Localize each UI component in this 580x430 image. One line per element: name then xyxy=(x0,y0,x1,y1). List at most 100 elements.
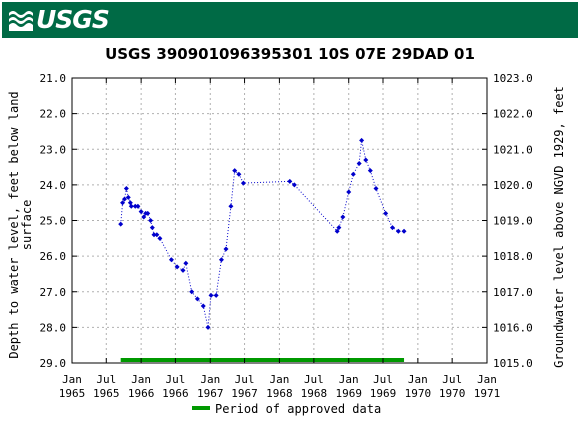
data-point xyxy=(336,225,342,231)
x-tick-label-year: 1968 xyxy=(301,387,328,400)
y-left-tick-label: 24.0 xyxy=(40,179,67,192)
data-point xyxy=(346,189,352,195)
data-point xyxy=(200,303,206,309)
x-tick-label-year: 1970 xyxy=(405,387,432,400)
y-right-tick-label: 1022.0 xyxy=(493,108,533,121)
legend: Period of approved data xyxy=(192,402,381,416)
y-left-tick-label: 26.0 xyxy=(40,250,67,263)
x-tick-label-year: 1969 xyxy=(335,387,362,400)
data-point xyxy=(135,203,141,209)
data-point xyxy=(120,200,126,206)
data-point xyxy=(151,232,157,238)
data-point xyxy=(223,246,229,252)
data-point xyxy=(118,221,124,227)
data-point xyxy=(356,161,362,166)
data-point xyxy=(389,225,395,231)
data-point xyxy=(180,267,186,273)
y-left-tick-label: 25.0 xyxy=(40,215,67,228)
data-point xyxy=(363,157,369,163)
y-left-tick-label: 22.0 xyxy=(40,108,67,121)
data-point xyxy=(123,185,129,191)
y-right-tick-label: 1016.0 xyxy=(493,321,533,334)
data-point xyxy=(128,203,134,209)
data-point xyxy=(213,292,219,298)
legend-swatch-approved xyxy=(192,406,210,410)
x-tick-label-month: Jul xyxy=(96,373,116,386)
data-point xyxy=(350,171,356,177)
x-tick-label-year: 1969 xyxy=(370,387,397,400)
y-left-tick-label: 28.0 xyxy=(40,321,67,334)
data-point xyxy=(205,324,211,330)
y-axis-left-title-line1: Depth to water level, feet below land xyxy=(7,91,21,358)
data-point xyxy=(189,289,195,295)
y-right-tick-label: 1023.0 xyxy=(493,72,533,85)
x-tick-label-month: Jan xyxy=(200,373,220,386)
data-point xyxy=(228,203,234,209)
data-point xyxy=(240,180,246,186)
axis-ticks: Jan1965Jul1965Jan1966Jul1966Jan1967Jul19… xyxy=(40,72,533,400)
data-point xyxy=(157,235,163,241)
data-point xyxy=(148,218,154,223)
data-point xyxy=(401,228,407,234)
chart-title: USGS 390901096395301 10S 07E 29DAD 01 xyxy=(105,45,475,63)
data-point xyxy=(141,214,147,220)
y-left-tick-label: 27.0 xyxy=(40,286,67,299)
data-point xyxy=(138,209,144,215)
data-point xyxy=(232,168,238,174)
y-right-tick-label: 1020.0 xyxy=(493,179,533,192)
x-tick-label-year: 1966 xyxy=(128,387,155,400)
x-tick-label-year: 1968 xyxy=(266,387,293,400)
x-tick-label-year: 1970 xyxy=(439,387,466,400)
data-point xyxy=(236,171,242,177)
x-tick-label-month: Jul xyxy=(304,373,324,386)
x-tick-label-month: Jul xyxy=(165,373,185,386)
y-right-tick-label: 1019.0 xyxy=(493,215,533,228)
x-tick-label-month: Jan xyxy=(131,373,151,386)
x-tick-label-year: 1966 xyxy=(162,387,189,400)
x-tick-label-month: Jul xyxy=(235,373,255,386)
x-tick-label-year: 1971 xyxy=(474,387,501,400)
plot-area-frame xyxy=(71,77,488,364)
x-tick-label-year: 1965 xyxy=(93,387,120,400)
data-point xyxy=(208,292,214,298)
grid-lines xyxy=(72,78,487,363)
data-point xyxy=(145,210,151,216)
y-left-tick-label: 21.0 xyxy=(40,72,67,85)
usgs-header-bar: USGS xyxy=(2,2,578,38)
data-point xyxy=(125,194,131,200)
data-point xyxy=(395,228,401,234)
x-tick-label-year: 1967 xyxy=(197,387,224,400)
y-axis-right-title: Groundwater level above NGVD 1929, feet xyxy=(552,86,566,368)
y-axis-left-title-line2: surface xyxy=(20,200,34,251)
data-point xyxy=(383,210,389,216)
x-tick-label-month: Jan xyxy=(62,373,82,386)
data-point xyxy=(367,168,373,174)
data-point xyxy=(334,228,340,234)
data-point xyxy=(340,214,346,220)
data-point xyxy=(168,257,174,263)
y-right-tick-label: 1015.0 xyxy=(493,357,533,370)
x-tick-label-month: Jan xyxy=(339,373,359,386)
data-point xyxy=(149,225,155,231)
y-left-tick-label: 23.0 xyxy=(40,143,67,156)
x-tick-label-year: 1965 xyxy=(59,387,86,400)
x-tick-label-month: Jul xyxy=(373,373,393,386)
series-line xyxy=(120,140,404,328)
data-point xyxy=(127,200,133,206)
usgs-wave-logo-icon xyxy=(9,11,33,31)
y-right-tick-label: 1021.0 xyxy=(493,143,533,156)
data-point xyxy=(194,296,200,302)
data-point xyxy=(183,260,189,266)
data-point xyxy=(287,178,293,184)
x-tick-label-month: Jan xyxy=(408,373,428,386)
y-left-tick-label: 29.0 xyxy=(40,357,67,370)
data-point xyxy=(154,232,160,238)
data-point xyxy=(174,264,180,270)
x-tick-label-year: 1967 xyxy=(231,387,258,400)
legend-label-approved: Period of approved data xyxy=(215,402,381,416)
data-point xyxy=(373,185,379,191)
data-point xyxy=(132,203,138,209)
data-point xyxy=(359,137,365,143)
y-right-tick-label: 1018.0 xyxy=(493,250,533,263)
